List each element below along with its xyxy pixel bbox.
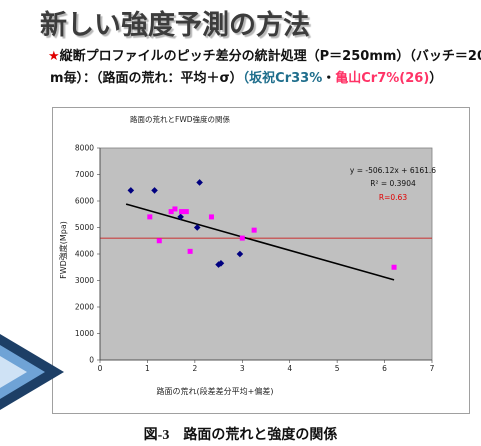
regression-equation: y = -506.12x + 6161.6 bbox=[350, 166, 436, 175]
star-icon: ★ bbox=[48, 49, 60, 64]
data-point-square bbox=[239, 235, 245, 241]
data-point-square bbox=[391, 264, 397, 270]
y-axis: 0 1000 2000 3000 4000 5000 6000 7000 8000 bbox=[75, 144, 101, 365]
scatter-chart: 路面の荒れとFWD強度の関係 0 1000 2000 3000 4000 5000 6000… bbox=[52, 107, 470, 414]
x-tick-label: 1 bbox=[145, 364, 150, 373]
x-tick-label: 3 bbox=[240, 364, 245, 373]
y-tick-label: 2000 bbox=[75, 303, 94, 312]
data-point-diamond bbox=[217, 259, 225, 267]
subtitle-line-1: ★縦断プロファイルのピッチ差分の統計処理（P＝250mm）（バッチ＝20 bbox=[48, 45, 481, 64]
x-tick-label: 4 bbox=[287, 364, 292, 373]
x-tick-label: 0 bbox=[98, 364, 103, 373]
regression-annotation: y = -506.12x + 6161.6 R² = 0.3904 R=0.63 bbox=[350, 166, 436, 202]
chart-title: 路面の荒れとFWD強度の関係 bbox=[130, 114, 231, 124]
chart-container: 路面の荒れとFWD強度の関係 0 1000 2000 3000 4000 5000 6000… bbox=[52, 107, 470, 414]
subtitle-close-paren: ） bbox=[429, 71, 443, 86]
x-tick-label: 7 bbox=[430, 364, 435, 373]
decoration-inner-arrow bbox=[0, 356, 27, 388]
subtitle-text-2a: m毎）：（路面の荒れ：平均＋σ） bbox=[50, 71, 243, 86]
y-tick-label: 4000 bbox=[75, 250, 94, 259]
data-point-square bbox=[179, 209, 185, 215]
correlation-r: R=0.63 bbox=[379, 193, 407, 202]
data-point-diamond bbox=[177, 213, 184, 221]
figure-caption: 図-3 路面の荒れと強度の関係 bbox=[143, 428, 338, 443]
plot-area bbox=[99, 147, 433, 361]
data-point-square bbox=[208, 214, 214, 220]
x-tick-label: 2 bbox=[192, 364, 197, 373]
r-squared: R² = 0.3904 bbox=[370, 179, 416, 188]
data-point-square bbox=[183, 209, 189, 215]
y-tick-label: 0 bbox=[89, 356, 94, 365]
x-tick-label: 5 bbox=[335, 364, 340, 373]
x-axis-label: 路面の荒れ(段差差分平均+偏差) bbox=[157, 386, 274, 396]
y-tick-label: 7000 bbox=[75, 170, 94, 179]
data-point-square bbox=[168, 209, 174, 215]
slide-title: 新しい強度予測の方法 bbox=[40, 10, 310, 41]
subtitle-text-1: 縦断プロファイルのピッチ差分の統計処理（P＝250mm）（バッチ＝20 bbox=[59, 49, 481, 64]
y-axis-label: FWD強度(Mpa) bbox=[58, 221, 68, 279]
y-tick-label: 3000 bbox=[75, 276, 94, 285]
y-tick-label: 5000 bbox=[75, 223, 94, 232]
data-point-diamond bbox=[193, 224, 201, 231]
subtitle-separator: ・ bbox=[322, 71, 336, 86]
y-tick-label: 1000 bbox=[75, 329, 94, 338]
subtitle-sakahogi: （坂祝Cr33% bbox=[242, 71, 323, 86]
y-tick-label: 8000 bbox=[75, 144, 94, 153]
data-points bbox=[127, 179, 397, 270]
subtitle-kameyama: 亀山Cr7%(26) bbox=[335, 71, 430, 86]
data-point-square bbox=[172, 206, 178, 212]
data-point-square bbox=[187, 248, 193, 254]
x-tick-label: 6 bbox=[382, 364, 387, 373]
data-point-diamond bbox=[236, 250, 244, 258]
slide-corner-decoration bbox=[0, 334, 64, 410]
data-point-square bbox=[156, 238, 162, 244]
trend-line bbox=[125, 203, 395, 281]
y-tick-label: 6000 bbox=[75, 197, 94, 206]
data-point-square bbox=[147, 214, 153, 220]
data-point-diamond bbox=[215, 261, 222, 268]
data-point-square bbox=[251, 227, 257, 233]
x-axis: 0 1 2 3 4 5 6 7 bbox=[98, 359, 435, 373]
subtitle-line-2: m毎）：（路面の荒れ：平均＋σ）（坂祝Cr33%・亀山Cr7%(26)） bbox=[50, 67, 442, 86]
